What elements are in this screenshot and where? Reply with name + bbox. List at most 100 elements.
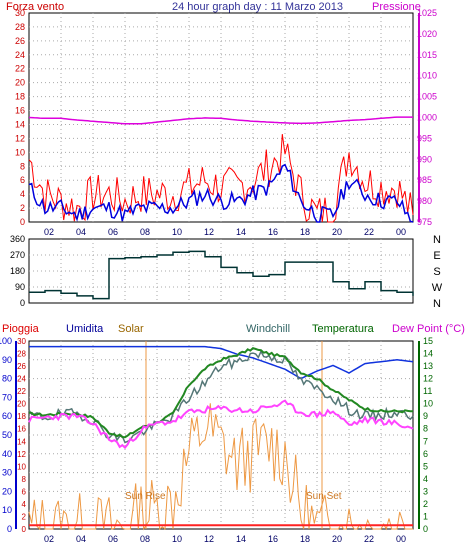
weather-legend: Pioggia Umidita Solar Windchill Temperat… [2, 323, 465, 335]
compass-tick: N [433, 234, 441, 246]
x-tick-label: 06 [108, 227, 118, 237]
chart-title: 24 hour graph day : 11 Marzo 2013 [172, 1, 343, 13]
rain-y-tick: 18 [17, 412, 26, 421]
pressure-y-tick: 1025 [417, 8, 437, 18]
temp-y-tick: 5 [423, 461, 428, 471]
x-tick-label: 00 [396, 534, 406, 544]
rain-y-tick: 16 [17, 425, 26, 434]
rain-y-tick: 28 [17, 350, 26, 359]
weather-panel: 0102030405060708090100 02468101214161820… [0, 336, 433, 544]
x-tick-label: 10 [172, 227, 182, 237]
pressure-y-tick: 1010 [417, 71, 437, 81]
wind-y-tick: 6 [20, 175, 25, 185]
humidity-y-tick: 100 [0, 336, 12, 346]
dewpoint-line [28, 399, 414, 450]
x-tick-label: 02 [44, 534, 54, 544]
rain-y-tick: 6 [22, 487, 27, 496]
temp-y-tick: 6 [423, 449, 428, 459]
compass-tick: N [433, 298, 441, 310]
wind-y-tick: 2 [20, 203, 25, 213]
direction-y-tick: 90 [15, 282, 25, 292]
pressure-y-tick: 990 [417, 154, 432, 164]
humidity-line [29, 345, 414, 380]
humidity-y-tick: 40 [2, 449, 12, 459]
wind-y-tick: 10 [15, 147, 25, 157]
wind-y-tick: 16 [15, 106, 25, 116]
pressure-line [28, 116, 413, 125]
wind-y-tick: 8 [20, 161, 25, 171]
rain-label: Pioggia [2, 323, 40, 335]
temp-y-tick: 14 [423, 349, 433, 359]
wind-y-tick: 14 [15, 119, 25, 129]
wind-y-tick: 26 [15, 36, 25, 46]
direction-y-tick: 270 [10, 250, 25, 260]
wind-y-tick: 0 [20, 217, 25, 227]
sunrise-label: Sun Rise [125, 491, 166, 502]
wind-y-tick: 30 [15, 8, 25, 18]
x-tick-label: 12 [204, 534, 214, 544]
wind-y-tick: 24 [15, 50, 25, 60]
wind-y-tick: 28 [15, 22, 25, 32]
humidity-y-tick: 0 [7, 524, 12, 534]
pressure-y-tick: 995 [417, 133, 432, 143]
rain-y-tick: 24 [17, 375, 26, 384]
temp-y-tick: 4 [423, 474, 428, 484]
wind-direction-line [29, 250, 414, 300]
pressure-axis-title: Pressione [372, 1, 421, 13]
temp-y-tick: 0 [423, 524, 428, 534]
compass-tick: S [433, 266, 440, 278]
temp-y-tick: 1 [423, 511, 428, 521]
sunset-label: Sun Set [306, 491, 342, 502]
humidity-y-tick: 50 [2, 430, 12, 440]
temp-y-tick: 2 [423, 499, 428, 509]
temp-y-tick: 3 [423, 486, 428, 496]
x-tick-label: 08 [140, 227, 150, 237]
direction-y-tick: 0 [20, 298, 25, 308]
rain-y-tick: 22 [17, 387, 26, 396]
temp-y-tick: 15 [423, 336, 433, 346]
temperature-line [28, 346, 414, 439]
wind-y-tick: 20 [15, 78, 25, 88]
x-tick-label: 20 [332, 227, 342, 237]
x-tick-label: 04 [76, 534, 86, 544]
temp-y-tick: 10 [423, 399, 433, 409]
temp-y-tick: 13 [423, 361, 433, 371]
pressure-y-tick: 1000 [417, 113, 437, 123]
compass-tick: E [433, 250, 440, 262]
x-tick-label: 14 [236, 227, 246, 237]
rain-y-tick: 14 [17, 437, 26, 446]
wind-y-tick: 18 [15, 92, 25, 102]
rain-y-tick: 12 [17, 450, 26, 459]
x-tick-label: 22 [364, 534, 374, 544]
rain-y-tick: 30 [17, 337, 26, 346]
temp-y-tick: 7 [423, 436, 428, 446]
wind-average-line [28, 163, 414, 223]
x-tick-label: 16 [268, 534, 278, 544]
x-tick-label: 08 [140, 534, 150, 544]
humidity-label: Umidita [66, 323, 104, 335]
solar-label: Solar [118, 323, 144, 335]
pressure-y-tick: 975 [417, 217, 432, 227]
rain-y-tick: 8 [22, 475, 27, 484]
dewpoint-label: Dew Point (°C) [392, 323, 465, 335]
pressure-y-tick: 1015 [417, 50, 437, 60]
wind-y-tick: 12 [15, 133, 25, 143]
wind-y-tick: 22 [15, 64, 25, 74]
pressure-y-tick: 1020 [417, 29, 437, 39]
wind-axis-title: Forza vento [6, 1, 64, 13]
rain-y-tick: 10 [17, 462, 26, 471]
humidity-y-tick: 20 [2, 486, 12, 496]
x-tick-label: 10 [172, 534, 182, 544]
humidity-y-tick: 90 [2, 355, 12, 365]
rain-y-tick: 0 [22, 525, 27, 534]
humidity-y-tick: 60 [2, 411, 12, 421]
pressure-y-tick: 985 [417, 175, 432, 185]
temp-y-tick: 8 [423, 424, 428, 434]
x-tick-label: 04 [76, 227, 86, 237]
x-tick-label: 00 [396, 227, 406, 237]
temperature-label: Temperatura [312, 323, 375, 335]
x-tick-label: 06 [108, 534, 118, 544]
x-tick-label: 18 [300, 534, 310, 544]
rain-y-tick: 4 [22, 500, 27, 509]
